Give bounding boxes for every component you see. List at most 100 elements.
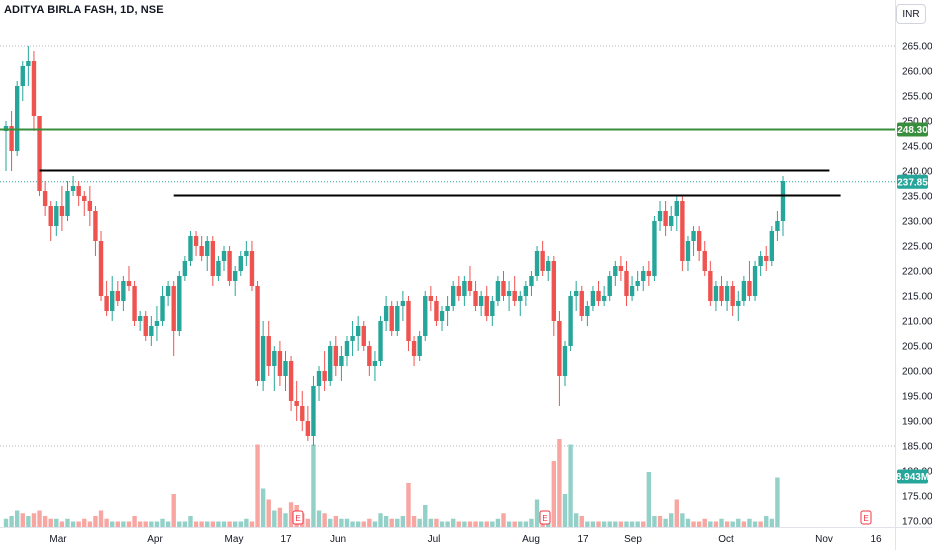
candle [188,231,193,266]
candle-body [154,321,160,326]
volume-bar [9,516,14,527]
volume-bar [490,521,495,527]
time-axis: Mar Apr May 17 Jun Jul Aug 17 Sep Oct Nov 16 [49,534,882,545]
candle [680,196,685,271]
volume-bar [277,507,283,527]
candle [501,271,506,301]
candle [445,296,450,326]
candle [221,246,227,271]
candle [355,316,361,351]
price-tick-label: 210.00 [902,317,932,328]
candle [350,321,355,356]
candle-body [473,291,478,306]
candle-body [747,281,752,296]
volume-bar [244,518,249,527]
price-tick-label: 185.00 [902,442,932,453]
price-tick-label: 250.00 [902,117,932,128]
volume-bar [205,521,210,527]
volume-bar [646,472,652,527]
candle [713,281,719,311]
candle [20,61,25,101]
price-badge-box [897,469,928,484]
candle [288,356,294,411]
volume-bar [473,521,478,527]
volume-bar [607,521,612,527]
candle [473,281,478,311]
candle-body [372,361,378,366]
candle-body [288,361,294,401]
currency-button[interactable]: INR [896,4,926,24]
volume-bar [551,461,557,527]
candle [478,291,484,316]
candle-body [758,256,763,266]
candle [339,346,344,381]
candle [724,281,730,311]
candle [232,266,238,296]
candle-body [283,361,288,376]
candle-body [160,296,165,321]
candle [607,271,612,301]
candle-body [137,316,143,321]
volume-bar [512,521,517,527]
candle [573,281,579,311]
candle-body [82,196,87,201]
candle-body [713,286,719,301]
volume-bar [769,518,775,527]
volume-bar [629,521,635,527]
volume-bar [484,521,489,527]
candle [137,311,143,331]
price-tick-label: 260.00 [902,67,932,78]
candle [764,246,769,271]
candle [758,251,763,276]
volume-bar [450,518,456,527]
candle [110,276,115,321]
candle [669,206,674,231]
candle [367,341,372,376]
candle [411,336,417,366]
price-badge: 237.85 [897,174,928,189]
volume-bar [417,518,422,527]
volume-bar [657,516,663,527]
candle [210,236,216,286]
candle [227,246,232,286]
volume-bar [59,521,65,527]
candle-body [171,286,176,331]
volume-bar [193,521,199,527]
candle-body [188,236,193,261]
candle [618,256,624,281]
candle-body [562,346,568,376]
candle [641,266,646,291]
time-tick-label: Oct [718,534,734,545]
price-tick-label: 265.00 [902,42,932,53]
candle [132,281,137,326]
candle-body [674,201,679,216]
candle-body [406,301,411,341]
price-tick-label: 225.00 [902,242,932,253]
candle [534,246,540,281]
candle [42,181,48,216]
volume-bar [154,521,160,527]
earnings-marker: E [860,510,872,525]
volume-bar [747,518,752,527]
candle [266,321,271,376]
price-tick-label: 170.00 [902,517,932,528]
candle-body [177,276,182,331]
candle-body [551,261,557,321]
volume-bar [557,439,562,527]
candle [54,201,59,236]
volume-bar [411,516,417,527]
volume-bar [87,521,93,527]
candle-body [93,211,98,241]
candle [333,336,339,376]
candle [126,266,132,291]
candle [613,261,618,286]
candle [311,376,316,446]
volume-bar [14,510,20,527]
candle [462,276,467,306]
candle-body [182,261,188,276]
candle-body [322,371,327,381]
volume-bar [389,518,394,527]
volume-bar [652,516,657,527]
candle-body [752,266,758,296]
